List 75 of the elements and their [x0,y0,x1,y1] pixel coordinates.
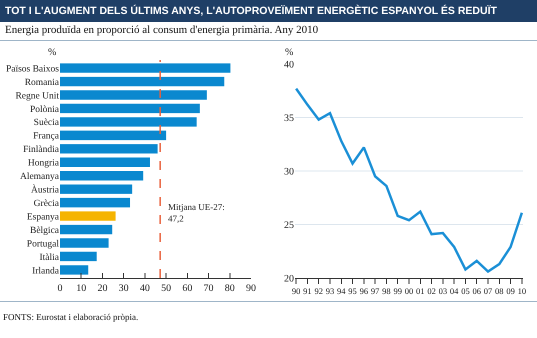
y-tick-label: Regne Unit [15,91,60,102]
bar [60,117,197,127]
bar [60,130,166,140]
x-tick-label: 06 [472,286,481,296]
y-tick-label: 30 [284,166,294,178]
y-tick-label: Romania [24,78,60,88]
x-tick-label: 40 [140,283,150,294]
line-series [295,87,523,273]
x-tick-label: 0 [58,283,62,294]
bar [60,76,224,86]
y-tick-label: Àustria [31,184,60,196]
x-tick-label: 97 [370,286,380,296]
x-tick-label: 70 [204,283,214,294]
chart-title: TOT I L'AUGMENT DELS ÚLTIMS ANYS, L'AUTOPROVEÏMENT ENERGÈTIC ESPANYOL ÉS REDUÏT [0,0,537,22]
bar [60,252,97,262]
y-tick-label: Portugal [26,239,60,250]
x-tick-label: 30 [118,283,129,294]
bar [60,171,144,180]
x-tick-label: 20 [97,283,108,294]
y-tick-label: Bèlgica [30,226,60,236]
x-tick-label: 00 [404,286,414,296]
x-tick-label: 91 [303,286,312,296]
x-tick-label: 94 [337,286,346,296]
y-tick-label: Polònia [30,104,60,115]
x-tick-label: 95 [348,286,357,296]
x-tick-label: 03 [438,286,448,296]
chart-subtitle: Energia produïda en proporció al consum d'energia primària. Any 2010 [5,24,318,36]
y-tick-label: 25 [284,220,294,231]
x-tick-label: 60 [182,283,192,294]
x-tick-label: 90 [246,283,256,294]
bar [60,144,158,154]
bar [60,238,109,248]
x-tick-label: 80 [224,283,235,294]
x-tick-label: 99 [393,286,402,296]
y-tick-label: 35 [284,113,294,124]
y-tick-label: Finlàndia [23,145,60,156]
bar [60,211,116,221]
bar [60,265,88,275]
x-tick-label: 02 [427,286,436,296]
x-tick-label: 92 [314,286,323,296]
bar [60,198,130,208]
bar [60,90,207,100]
x-tick-label: 10 [76,283,86,294]
x-tick-label: 08 [495,286,504,296]
x-tick-label: 50 [161,283,172,294]
bar [60,184,132,194]
y-tick-label: Suècia [34,118,60,128]
y-tick-label: 40 [284,60,294,70]
x-tick-label: 07 [484,286,492,296]
y-tick-label: Grècia [34,198,60,209]
bar [60,158,150,167]
x-axis-title: % [48,47,56,58]
y-tick-label: Països Baixos [6,64,60,74]
bar [60,63,230,73]
y-tick-label: Espanya [26,212,60,222]
text: FONTS: Eurostat i elaboració pròpia. [3,312,138,322]
y-tick-label: Alemanya [20,172,60,182]
x-tick-label: 96 [360,286,368,296]
x-tick-label: 09 [506,286,515,296]
y-tick-label: Hongria [28,158,60,169]
x-tick-label: 01 [416,286,425,296]
ref-line-label: Mitjana UE-27: 47,2 [168,202,225,224]
x-tick-label: 93 [326,286,334,296]
bar [60,224,112,234]
y-tick-label: França [33,132,60,142]
x-tick-label: 98 [382,286,391,296]
x-tick-label: 04 [450,286,460,296]
x-tick-label: 05 [461,286,470,296]
y-tick-label: 20 [284,274,294,284]
x-tick-label: 10 [518,286,526,296]
y-axis-title: % [285,47,294,58]
y-tick-label: Irlanda [32,266,60,276]
y-tick-label: Itàlia [39,252,60,263]
bar [60,104,200,114]
x-tick-label: 90 [292,286,300,296]
